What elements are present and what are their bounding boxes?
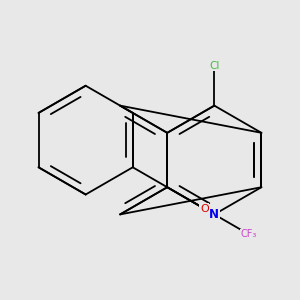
Text: N: N <box>209 208 219 221</box>
Text: CF₃: CF₃ <box>241 230 257 239</box>
Text: O: O <box>200 204 209 214</box>
Text: Cl: Cl <box>209 61 220 70</box>
